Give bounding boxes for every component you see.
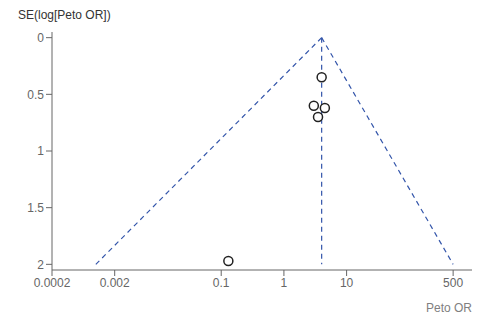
svg-text:0.002: 0.002 [100,276,130,290]
svg-text:1: 1 [37,144,44,158]
html-text:SE(log[Peto OR]): SE(log[Peto OR]) [18,8,111,22]
svg-text:10: 10 [340,276,354,290]
svg-text:1.5: 1.5 [27,201,44,215]
svg-text:0.5: 0.5 [27,88,44,102]
svg-text:500: 500 [443,276,463,290]
svg-text:0.1: 0.1 [213,276,230,290]
svg-text:1: 1 [281,276,288,290]
svg-text:0: 0 [37,31,44,45]
svg-text:0.0002: 0.0002 [34,276,71,290]
svg-text:Peto OR: Peto OR [426,301,472,315]
svg-text:2: 2 [37,258,44,272]
